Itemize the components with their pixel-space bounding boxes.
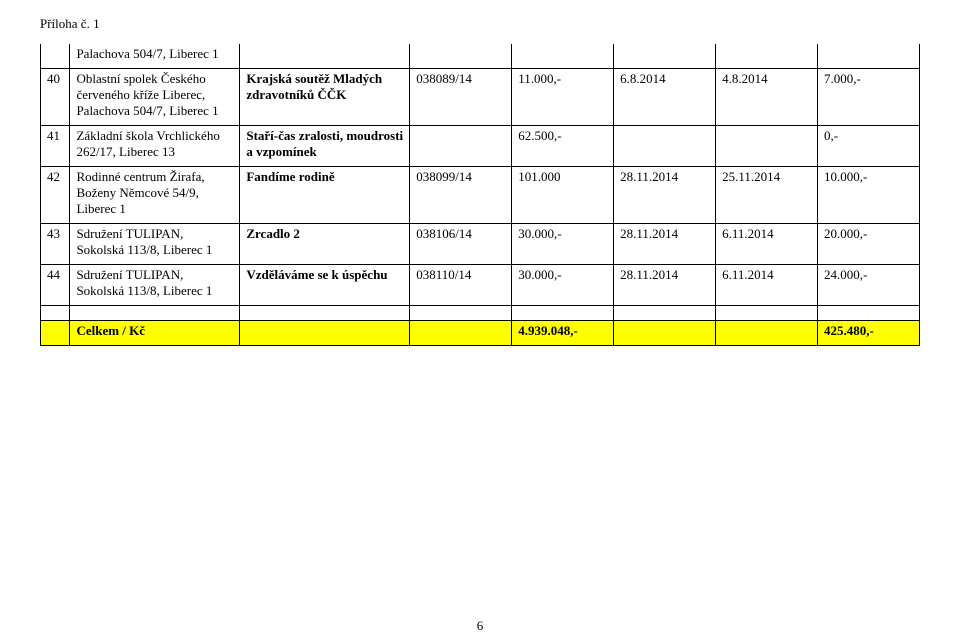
cell-empty: [818, 306, 920, 321]
cell-num: [41, 44, 70, 69]
cell-amt2: 24.000,-: [818, 265, 920, 306]
cell-org: Základní škola Vrchlického 262/17, Liber…: [70, 126, 240, 167]
cell-d2: 25.11.2014: [716, 167, 818, 224]
cell-num: 42: [41, 167, 70, 224]
cell-num: 44: [41, 265, 70, 306]
cell-empty: [716, 321, 818, 346]
cell-amt2: 10.000,-: [818, 167, 920, 224]
cell-code: [410, 44, 512, 69]
cell-amt1: 101.000: [512, 167, 614, 224]
cell-amt2: 20.000,-: [818, 224, 920, 265]
cell-org: Palachova 504/7, Liberec 1: [70, 44, 240, 69]
cell-d2: 4.8.2014: [716, 69, 818, 126]
cell-d1: 6.8.2014: [614, 69, 716, 126]
cell-code: 038089/14: [410, 69, 512, 126]
cell-empty: [716, 306, 818, 321]
cell-amt2: 0,-: [818, 126, 920, 167]
cell-amt2: 7.000,-: [818, 69, 920, 126]
table-row: 43 Sdružení TULIPAN, Sokolská 113/8, Lib…: [41, 224, 920, 265]
cell-title: Krajská soutěž Mladých zdravotníků ČČK: [240, 69, 410, 126]
cell-amt2: [818, 44, 920, 69]
table-row: 44 Sdružení TULIPAN, Sokolská 113/8, Lib…: [41, 265, 920, 306]
cell-amt1: 62.500,-: [512, 126, 614, 167]
cell-d1: 28.11.2014: [614, 265, 716, 306]
table-row: 42 Rodinné centrum Žirafa, Boženy Němcov…: [41, 167, 920, 224]
cell-title: Fandíme rodině: [240, 167, 410, 224]
cell-d1: 28.11.2014: [614, 224, 716, 265]
cell-num: 41: [41, 126, 70, 167]
cell-empty: [410, 306, 512, 321]
cell-num: 43: [41, 224, 70, 265]
cell-empty: [512, 306, 614, 321]
cell-amt1: [512, 44, 614, 69]
cell-empty: [240, 321, 410, 346]
cell-amt1: 30.000,-: [512, 224, 614, 265]
cell-empty: [70, 306, 240, 321]
cell-org: Rodinné centrum Žirafa, Boženy Němcové 5…: [70, 167, 240, 224]
cell-d2: [716, 126, 818, 167]
cell-total-amt1: 4.939.048,-: [512, 321, 614, 346]
cell-total-amt2: 425.480,-: [818, 321, 920, 346]
table-row: 41 Základní škola Vrchlického 262/17, Li…: [41, 126, 920, 167]
cell-code: 038110/14: [410, 265, 512, 306]
cell-empty: [614, 306, 716, 321]
table-row-spacer: [41, 306, 920, 321]
cell-d1: 28.11.2014: [614, 167, 716, 224]
page-header: Příloha č. 1: [40, 16, 920, 32]
cell-org: Sdružení TULIPAN, Sokolská 113/8, Libere…: [70, 265, 240, 306]
table-row: Palachova 504/7, Liberec 1: [41, 44, 920, 69]
cell-org: Oblastní spolek Českého červeného kříže …: [70, 69, 240, 126]
table-row-total: Celkem / Kč 4.939.048,- 425.480,-: [41, 321, 920, 346]
cell-org: Sdružení TULIPAN, Sokolská 113/8, Libere…: [70, 224, 240, 265]
cell-title: Zrcadlo 2: [240, 224, 410, 265]
cell-code: 038099/14: [410, 167, 512, 224]
cell-code: [410, 126, 512, 167]
cell-d1: [614, 44, 716, 69]
cell-title: Vzděláváme se k úspěchu: [240, 265, 410, 306]
cell-total-label: Celkem / Kč: [70, 321, 240, 346]
cell-title: Staří-čas zralosti, moudrosti a vzpomíne…: [240, 126, 410, 167]
cell-empty: [240, 306, 410, 321]
cell-empty: [614, 321, 716, 346]
cell-empty: [41, 321, 70, 346]
cell-amt1: 11.000,-: [512, 69, 614, 126]
table-row: 40 Oblastní spolek Českého červeného kří…: [41, 69, 920, 126]
cell-title: [240, 44, 410, 69]
cell-d2: 6.11.2014: [716, 265, 818, 306]
cell-d2: [716, 44, 818, 69]
cell-num: 40: [41, 69, 70, 126]
cell-empty: [410, 321, 512, 346]
cell-code: 038106/14: [410, 224, 512, 265]
cell-d2: 6.11.2014: [716, 224, 818, 265]
cell-amt1: 30.000,-: [512, 265, 614, 306]
cell-d1: [614, 126, 716, 167]
data-table: Palachova 504/7, Liberec 1 40 Oblastní s…: [40, 44, 920, 346]
cell-empty: [41, 306, 70, 321]
page-footer: 6: [0, 618, 960, 634]
